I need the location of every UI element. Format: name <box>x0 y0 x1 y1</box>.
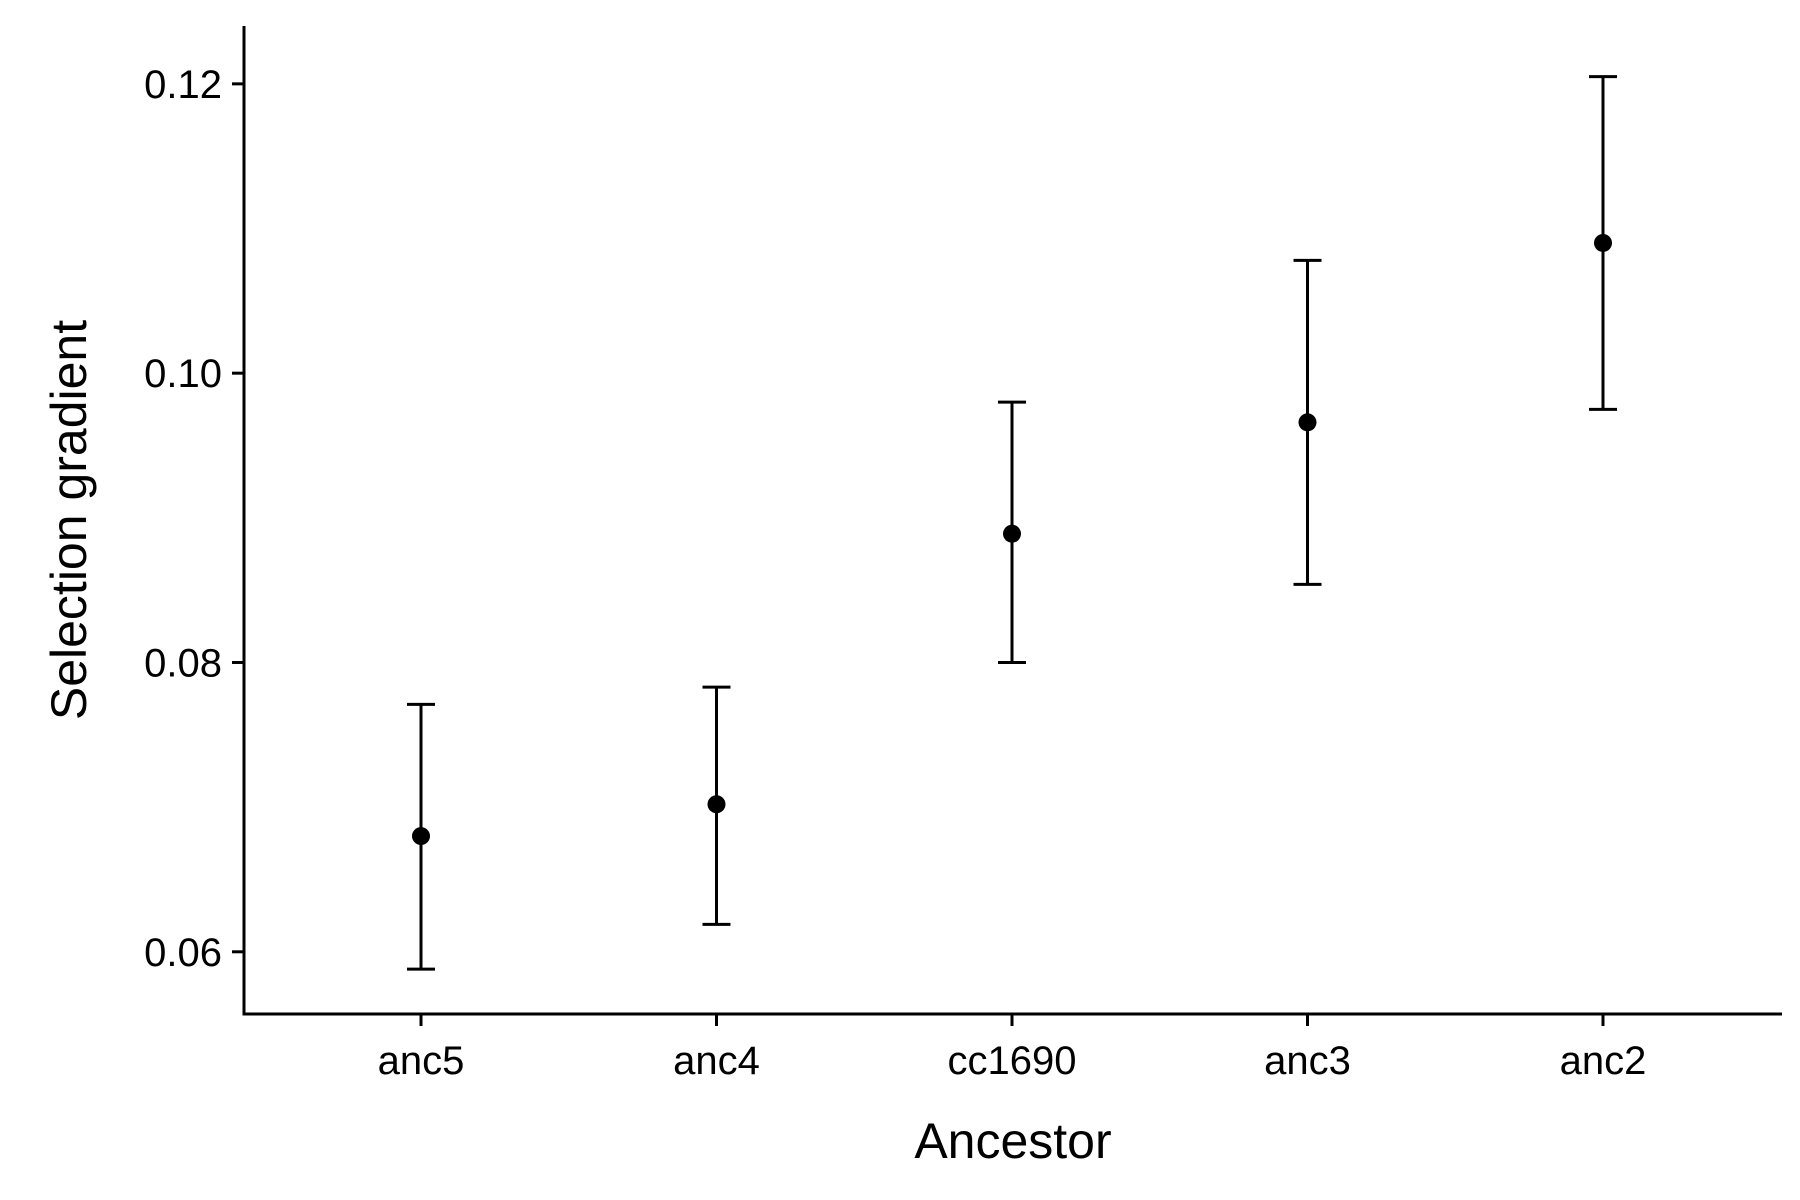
y-tick-label: 0.08 <box>144 641 222 685</box>
y-axis-ticks: 0.06 0.08 0.10 0.12 <box>144 63 244 975</box>
y-tick-label: 0.10 <box>144 352 222 396</box>
x-axis-ticks: anc5 anc4 cc1690 anc3 anc2 <box>378 1014 1647 1083</box>
plot-area <box>407 75 1617 971</box>
data-point <box>412 827 430 846</box>
x-tick-label: anc5 <box>378 1039 465 1083</box>
x-tick-label: anc3 <box>1264 1039 1351 1083</box>
x-tick-label: cc1690 <box>948 1039 1077 1083</box>
error-bar-group <box>998 400 1026 664</box>
y-tick-label: 0.06 <box>144 931 222 975</box>
error-bar-group <box>702 685 731 926</box>
error-bar-group <box>1293 258 1322 586</box>
error-bar-group <box>407 702 435 971</box>
x-axis-title: Ancestor <box>914 1113 1111 1169</box>
error-bar-group <box>1589 75 1617 411</box>
data-point <box>707 795 726 814</box>
x-tick-label: anc4 <box>673 1039 760 1083</box>
x-tick-label: anc2 <box>1560 1039 1647 1083</box>
data-point <box>1298 413 1317 432</box>
y-axis-title: Selection gradient <box>41 320 97 720</box>
data-point <box>1003 524 1021 543</box>
y-tick-label: 0.12 <box>144 63 222 107</box>
data-point <box>1594 233 1612 252</box>
